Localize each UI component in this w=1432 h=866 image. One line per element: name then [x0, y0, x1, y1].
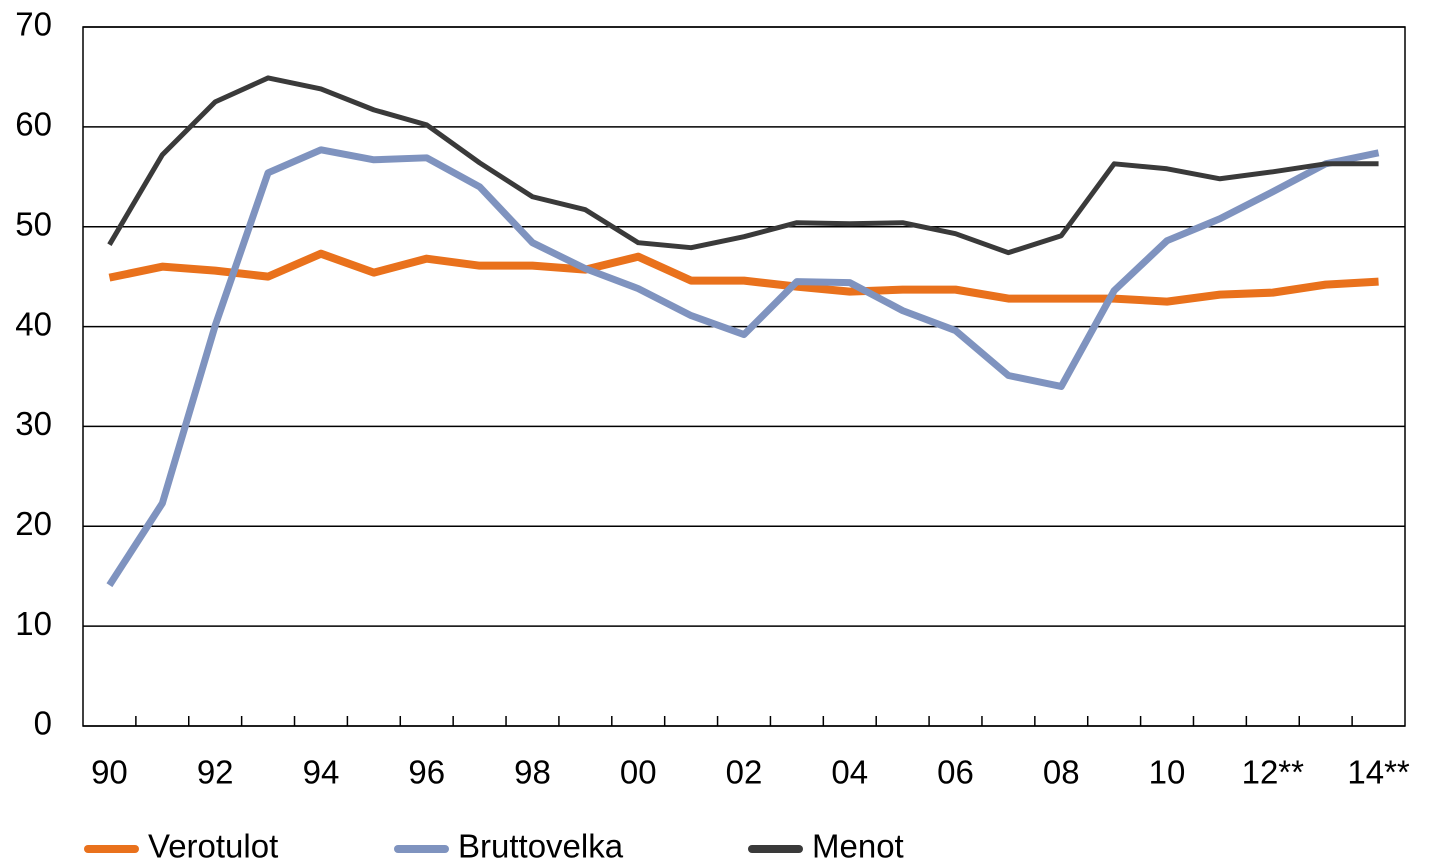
y-tick-label: 60: [15, 106, 52, 143]
y-tick-label: 50: [15, 205, 52, 242]
x-tick-label: 02: [726, 754, 763, 791]
x-tick-label: 14**: [1347, 754, 1410, 791]
legend-label: Menot: [812, 828, 904, 865]
x-tick-label: 98: [514, 754, 551, 791]
legend-label: Bruttovelka: [458, 828, 624, 865]
x-tick-label: 92: [197, 754, 234, 791]
x-tick-label: 10: [1149, 754, 1186, 791]
y-tick-label: 40: [15, 305, 52, 342]
x-tick-label: 90: [91, 754, 128, 791]
x-tick-label: 04: [831, 754, 868, 791]
x-tick-label: 08: [1043, 754, 1080, 791]
y-tick-label: 20: [15, 505, 52, 542]
legend-label: Verotulot: [148, 828, 278, 865]
line-series: [108, 249, 1379, 306]
y-tick-label: 30: [15, 405, 52, 442]
x-tick-label: 06: [937, 754, 974, 791]
x-tick-label: 94: [303, 754, 340, 791]
x-tick-label: 12**: [1242, 754, 1305, 791]
x-tick-label: 00: [620, 754, 657, 791]
y-tick-label: 70: [15, 6, 52, 43]
y-tick-label: 10: [15, 605, 52, 642]
line-series: [107, 75, 1379, 256]
plot-frame: [82, 26, 1406, 727]
line-series: [106, 146, 1380, 588]
y-tick-label: 0: [34, 705, 52, 742]
x-tick-label: 96: [408, 754, 445, 791]
